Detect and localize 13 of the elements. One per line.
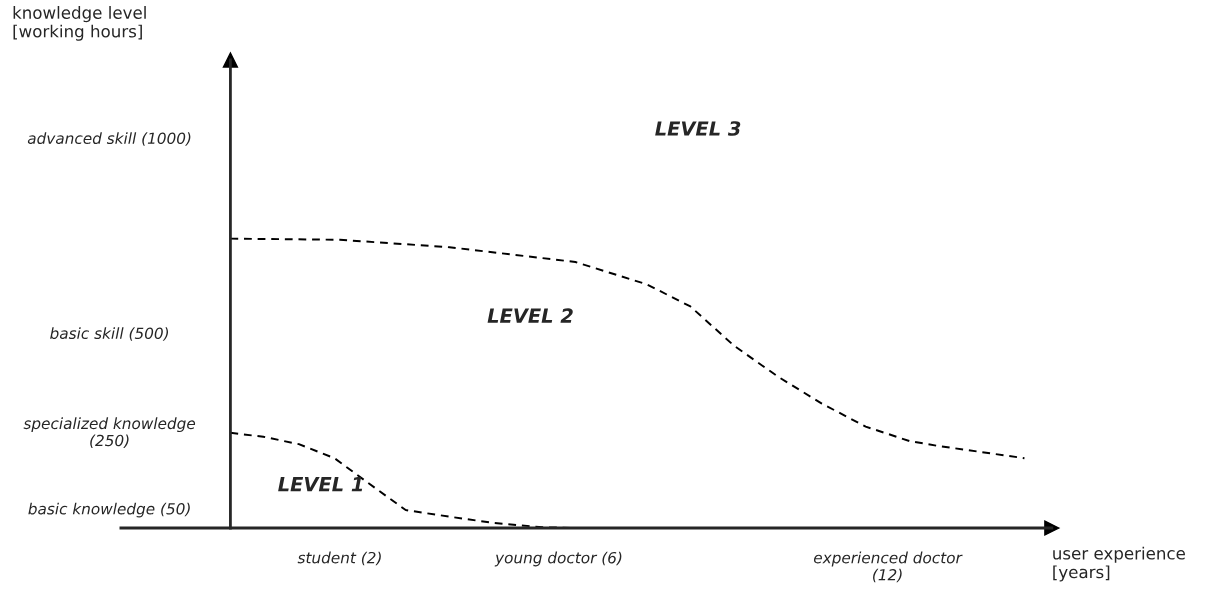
annotation: LEVEL 3 [655, 121, 741, 136]
x-tick-label: student (2) [297, 551, 381, 566]
y-tick-label: basic skill (500) [50, 327, 169, 341]
y-axis-title: knowledge level [working hours] [13, 6, 146, 41]
y-tick-label: basic knowledge (50) [28, 502, 190, 518]
y-tick-label: advanced skill (1000) [27, 132, 191, 146]
y-tick-label: specialized knowledge (250) [23, 417, 196, 449]
annotation: LEVEL 2 [487, 308, 573, 323]
x-tick-label: experienced doctor (12) [813, 551, 963, 583]
annotation: LEVEL 1 [278, 477, 363, 492]
x-axis-title: user experience [years] [1053, 546, 1185, 582]
x-tick-label: young doctor (6) [494, 551, 622, 567]
line-series [229, 237, 1026, 460]
